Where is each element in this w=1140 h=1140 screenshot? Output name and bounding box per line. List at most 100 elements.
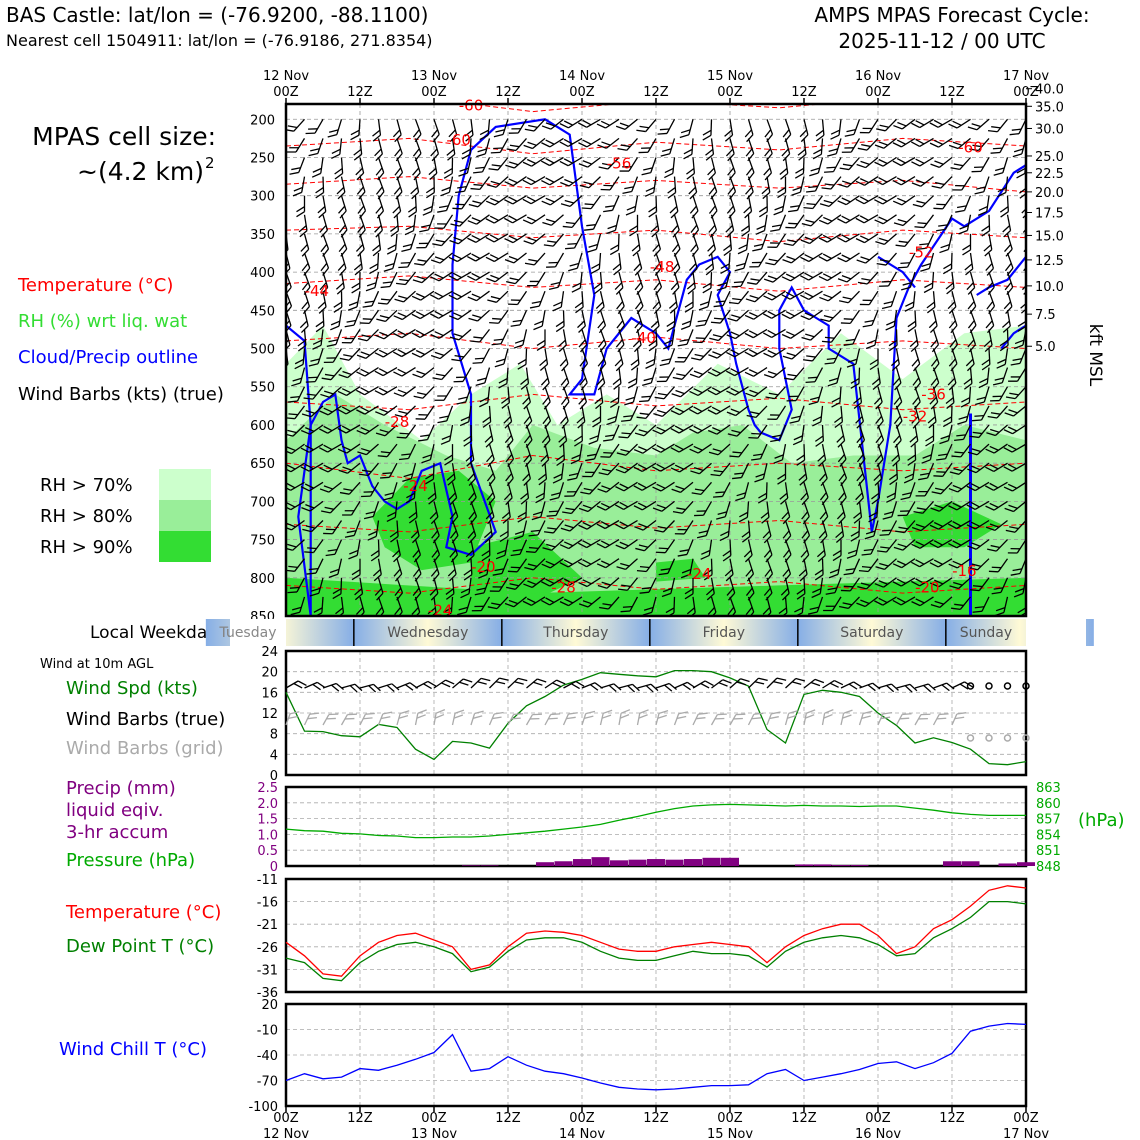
barb-staff [661,500,675,512]
barb-staff [725,271,731,288]
barb-flag [578,122,587,128]
barb-flag [472,314,482,319]
upper-wind-barb [396,424,417,439]
upper-wind-barb [745,290,768,303]
barb-flag [501,397,510,404]
barb-flag [373,573,382,582]
barb-flag [439,415,449,419]
barb-flag [1010,362,1021,366]
wind-barb-grid [877,711,893,726]
barb-flag [985,320,993,329]
barb-flag [748,436,758,439]
barb-flag [455,190,465,194]
upper-wind-barb [824,157,842,173]
barb-staff [507,405,513,422]
barb-staff [653,348,657,365]
upper-wind-barb [374,367,398,377]
barb-flag [568,712,578,715]
barb-staff [919,596,934,607]
upper-wind-barb [764,119,774,143]
barb-flag [338,224,346,233]
upper-wind-barb [305,118,324,135]
barb-staff [980,157,990,172]
barb-staff [353,310,361,326]
barb-flag [343,354,353,358]
barb-flag [890,358,899,367]
barb-flag [1007,426,1018,432]
barb-flag [878,597,888,604]
barb-flag [700,682,710,689]
barb-staff [938,137,953,148]
barb-staff [322,682,337,689]
upper-wind-barb [323,520,343,535]
barb-flag [981,230,990,237]
barb-staff [710,577,715,594]
barb-flag [671,243,679,253]
upper-wind-barb [966,271,976,295]
barb-staff [803,520,811,536]
barb-flag [874,583,884,588]
barb-staff [438,328,453,339]
upper-wind-barb [358,462,379,477]
barb-flag [579,401,587,410]
barb-flag [545,597,555,603]
barb-flag [777,473,786,480]
precip-bar [702,857,721,866]
upper-wind-barb [705,138,715,161]
barb-flag [900,510,910,512]
barb-staff [443,386,454,401]
barb-staff [729,233,733,250]
barb-staff [925,233,935,249]
barb-staff [858,462,866,479]
barb-flag [501,402,510,409]
barb-staff [460,348,472,362]
barb-staff [384,424,398,437]
barb-flag [308,376,318,379]
barb-flag [726,351,736,358]
upper-wind-barb [619,157,639,172]
barb-flag [648,339,657,347]
barb-flag [948,358,956,367]
barb-flag [319,488,330,493]
barb-staff [850,138,861,153]
barb-flag [289,586,300,589]
barb-flag [398,410,408,415]
barb-staff [951,348,958,364]
weekday-cell [649,619,798,646]
barb-staff [755,405,768,418]
barb-staff [729,195,736,212]
upper-wind-barb [481,539,491,562]
barb-flag [289,171,299,175]
barb-flag [624,186,634,190]
barb-flag [528,124,538,128]
barb-flag [583,181,593,185]
barb-flag [522,179,532,186]
barb-staff [784,157,789,174]
upper-wind-barb [800,233,823,245]
wind-barb-true [637,683,659,693]
barb-flag [933,119,943,126]
barb-flag [349,549,359,555]
barb-flag [616,320,624,329]
barb-staff [978,137,990,151]
barb-flag [1013,592,1024,598]
barb-staff [525,367,530,384]
upper-wind-barb [576,405,586,429]
barb-flag [579,344,588,353]
barb-flag [593,287,603,295]
barb-staff [845,233,860,243]
barb-staff [988,329,993,346]
barb-flag [592,421,601,428]
barb-staff [332,348,343,363]
barb-staff [340,176,346,193]
upper-wind-barb [634,424,657,437]
barb-flag [808,185,818,189]
barb-flag [767,418,777,420]
barb-flag [470,340,480,343]
pressure-tick-label: 350 [250,228,275,243]
upper-wind-barb [585,443,602,462]
barb-flag [323,485,334,490]
barb-flag [805,714,815,719]
barb-staff [672,157,676,174]
barb-flag [1003,230,1011,238]
